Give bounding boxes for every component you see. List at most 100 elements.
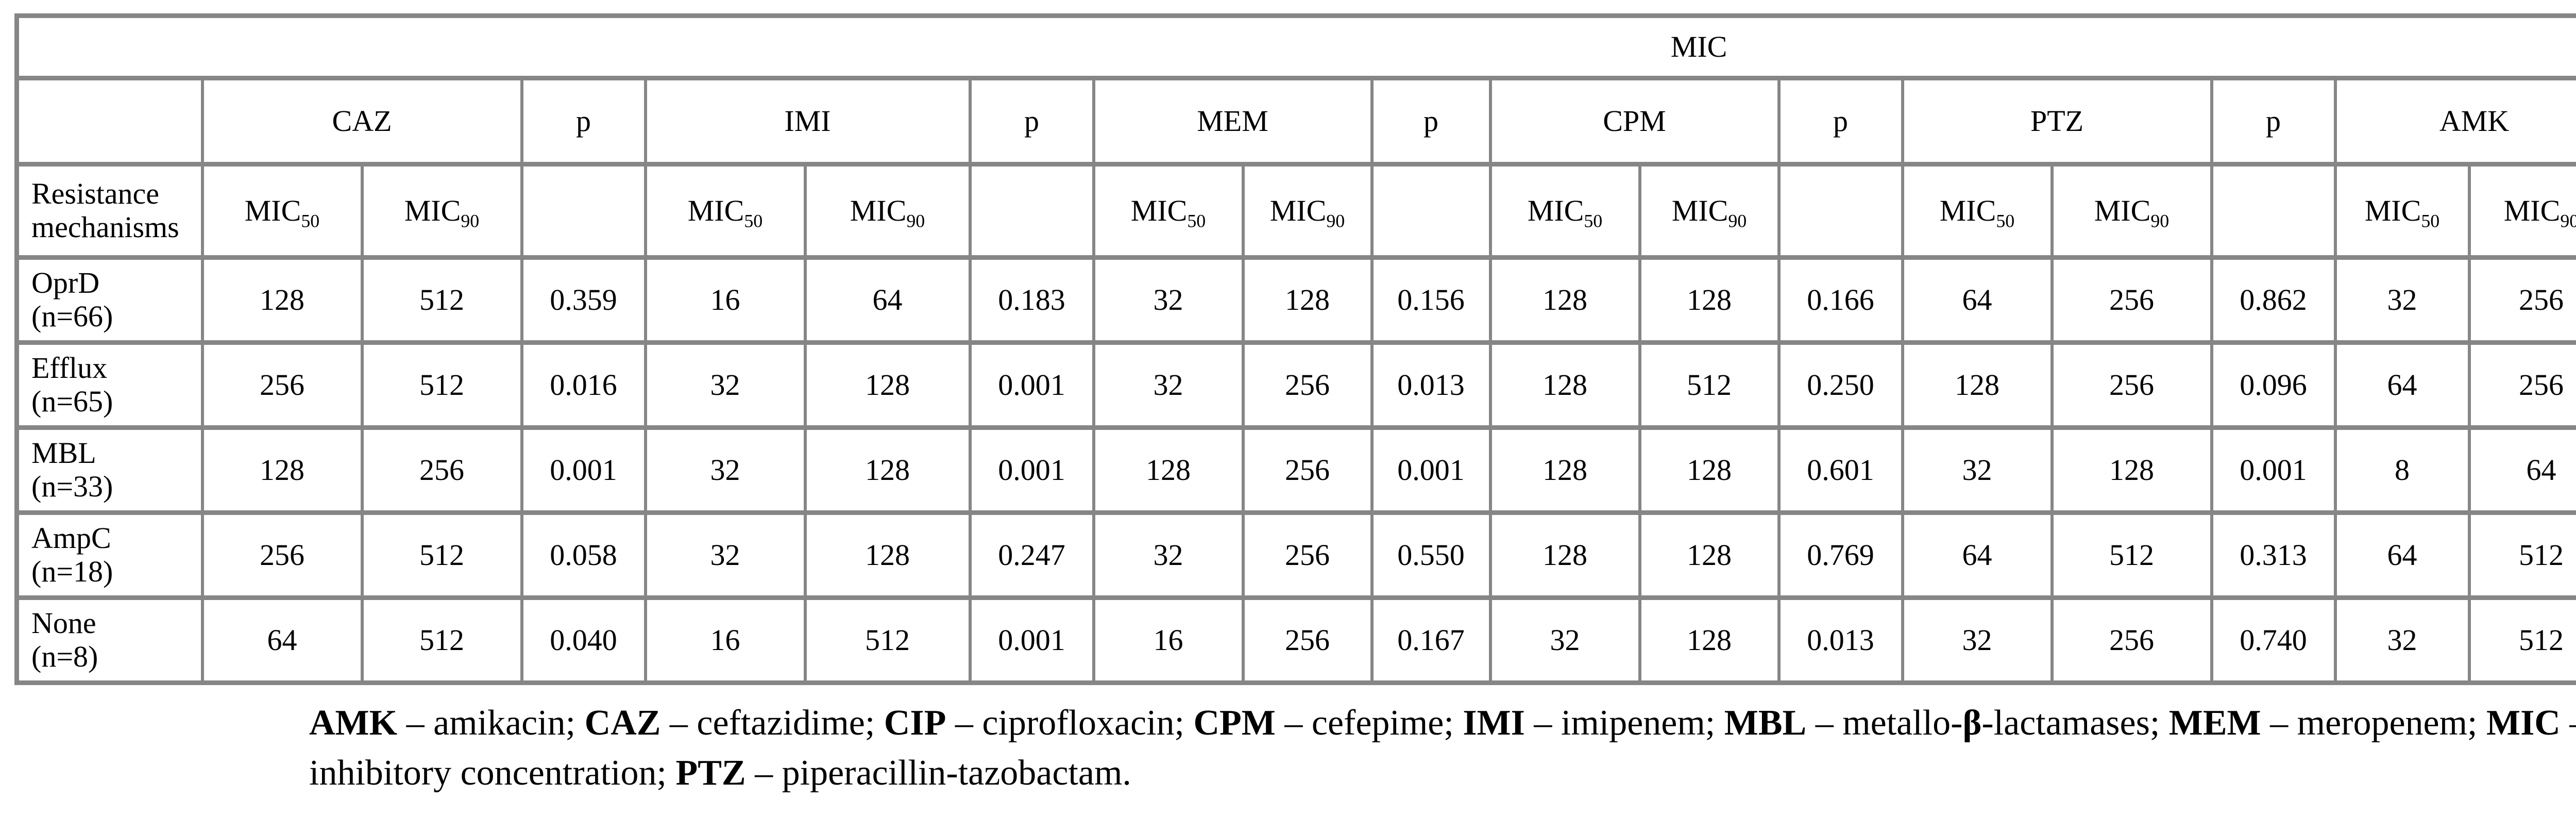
value-cell: 256 <box>1241 510 1374 600</box>
group-header-row: CAZ p IMI p MEM p CPM p PTZ p AMK p CIP … <box>15 76 2576 167</box>
empty-subheader-cell <box>2210 162 2337 260</box>
footnote-line: AMK – amikacin; CAZ – ceftazidime; CIP –… <box>309 698 2576 748</box>
value-cell: 0.183 <box>968 255 1095 345</box>
value-cell: 0.156 <box>1370 255 1492 345</box>
group-header-amk: AMK <box>2333 76 2576 167</box>
row-label-line2: (n=8) <box>31 640 98 673</box>
value-cell: 8 <box>2333 425 2471 515</box>
value-cell: 128 <box>1488 425 1641 515</box>
value-cell: 256 <box>2050 255 2213 345</box>
value-cell: 128 <box>1488 340 1641 430</box>
row-label: OprD (n=66) <box>15 255 204 345</box>
value-cell: 32 <box>643 510 807 600</box>
mic-label: MIC <box>2364 193 2421 227</box>
row-label-line1: Efflux <box>31 351 108 385</box>
value-cell: 0.359 <box>520 255 647 345</box>
value-cell: 256 <box>1241 340 1374 430</box>
mic90-subscript: 90 <box>2560 210 2576 231</box>
corner-empty-cell <box>15 76 204 167</box>
abbreviation: MBL <box>1724 703 1807 743</box>
mic50-subscript: 50 <box>1996 210 2015 231</box>
mic-label: MIC <box>244 193 301 227</box>
footnote-text: – amikacin; <box>397 703 585 743</box>
mic-label: MIC <box>2503 193 2561 227</box>
mic50-header-mem: MIC50 <box>1092 162 1245 260</box>
row-label: Efflux (n=65) <box>15 340 204 430</box>
value-cell: 0.001 <box>968 340 1095 430</box>
value-cell: 0.016 <box>520 340 647 430</box>
footnote-text: – cefepime; <box>1275 703 1463 743</box>
value-cell: 256 <box>2467 255 2576 345</box>
footnote: AMK – amikacin; CAZ – ceftazidime; CIP –… <box>309 698 2576 798</box>
value-cell: 16 <box>1092 595 1245 685</box>
corner-label-line1: Resistance <box>31 177 160 211</box>
mic-label: MIC <box>1269 193 1327 227</box>
row-label: None (n=8) <box>15 595 204 685</box>
value-cell: 512 <box>2467 595 2576 685</box>
value-cell: 256 <box>1241 425 1374 515</box>
mic-label: MIC <box>2094 193 2151 227</box>
footnote-text: – ceftazidime; <box>660 703 884 743</box>
row-label: AmpC (n=18) <box>15 510 204 600</box>
mic-table-body: OprD (n=66) 128 512 0.359 16 64 0.183 32 128 0.156… <box>15 255 2576 685</box>
value-cell: 32 <box>643 340 807 430</box>
group-header-mem: MEM <box>1092 76 1374 167</box>
value-cell: 128 <box>1488 510 1641 600</box>
abbreviation: CAZ <box>584 703 661 743</box>
value-cell: 32 <box>1092 340 1245 430</box>
mic50-header-ptz: MIC50 <box>1901 162 2054 260</box>
footnote-text: – metallo- <box>1806 703 1963 743</box>
abbreviation: CIP <box>884 703 946 743</box>
value-cell: 0.001 <box>968 595 1095 685</box>
footnote-text: – meropenem; <box>2261 703 2486 743</box>
p-column-header: p <box>1777 76 1904 167</box>
value-cell: 128 <box>1488 255 1641 345</box>
value-cell: 32 <box>2333 595 2471 685</box>
row-label-line2: (n=33) <box>31 470 113 503</box>
value-cell: 128 <box>803 340 972 430</box>
p-column-header: p <box>2210 76 2337 167</box>
value-cell: 32 <box>643 425 807 515</box>
mic-label: MIC <box>687 193 744 227</box>
value-cell: 128 <box>1638 255 1781 345</box>
value-cell: 64 <box>1901 510 2054 600</box>
value-cell: 64 <box>1901 255 2054 345</box>
mic90-subscript: 90 <box>461 210 480 231</box>
abbreviation: AMK <box>309 703 398 743</box>
mic-label: MIC <box>1130 193 1188 227</box>
value-cell: 128 <box>2050 425 2213 515</box>
table-title: MIC <box>15 13 2576 80</box>
abbreviation: MIC <box>2486 703 2561 743</box>
abbreviation: β <box>1962 703 1982 743</box>
value-cell: 32 <box>1901 425 2054 515</box>
empty-subheader-cell <box>1370 162 1492 260</box>
value-cell: 256 <box>2467 340 2576 430</box>
abbreviation: IMI <box>1463 703 1525 743</box>
footnote-text: -lactamases; <box>1981 703 2169 743</box>
corner-label-line2: mechanisms <box>31 210 179 244</box>
mic90-subscript: 90 <box>1326 210 1345 231</box>
value-cell: 32 <box>1901 595 2054 685</box>
mic50-subscript: 50 <box>1187 210 1206 231</box>
row-label-line1: AmpC <box>31 521 111 555</box>
value-cell: 0.167 <box>1370 595 1492 685</box>
p-column-header: p <box>968 76 1095 167</box>
table-row: OprD (n=66) 128 512 0.359 16 64 0.183 32 128 0.156… <box>15 255 2576 345</box>
value-cell: 0.166 <box>1777 255 1904 345</box>
mic90-subscript: 90 <box>2150 210 2170 231</box>
value-cell: 512 <box>2050 510 2213 600</box>
value-cell: 256 <box>200 510 364 600</box>
mic50-subscript: 50 <box>2421 210 2440 231</box>
value-cell: 64 <box>2333 510 2471 600</box>
corner-label-cell: Resistance mechanisms <box>15 162 204 260</box>
mic90-header-caz: MIC90 <box>360 162 523 260</box>
value-cell: 512 <box>1638 340 1781 430</box>
value-cell: 512 <box>360 510 523 600</box>
value-cell: 0.740 <box>2210 595 2337 685</box>
row-label-line1: None <box>31 606 96 640</box>
value-cell: 256 <box>1241 595 1374 685</box>
value-cell: 512 <box>360 340 523 430</box>
value-cell: 32 <box>1092 510 1245 600</box>
value-cell: 128 <box>1901 340 2054 430</box>
value-cell: 64 <box>803 255 972 345</box>
